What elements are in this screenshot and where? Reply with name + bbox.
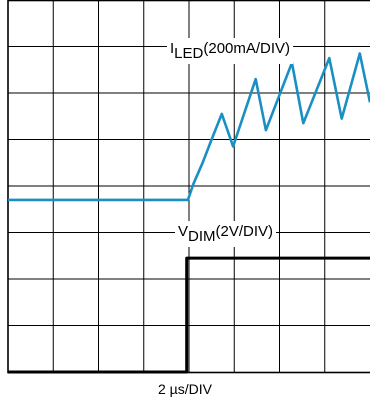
trace-labels: ILED(200mA/DIV) VDIM(2V/DIV) xyxy=(167,38,294,247)
trace-iled xyxy=(8,52,370,202)
traces xyxy=(8,52,370,374)
trace-vdim xyxy=(8,256,370,374)
trace-label-background xyxy=(175,221,277,247)
trace-label-iled: ILED(200mA/DIV) xyxy=(170,40,290,62)
x-axis-label: 2 µs/DIV xyxy=(158,381,213,397)
trace-label-vdim: VDIM(2V/DIV) xyxy=(178,223,273,245)
trace-label-background xyxy=(167,38,294,64)
